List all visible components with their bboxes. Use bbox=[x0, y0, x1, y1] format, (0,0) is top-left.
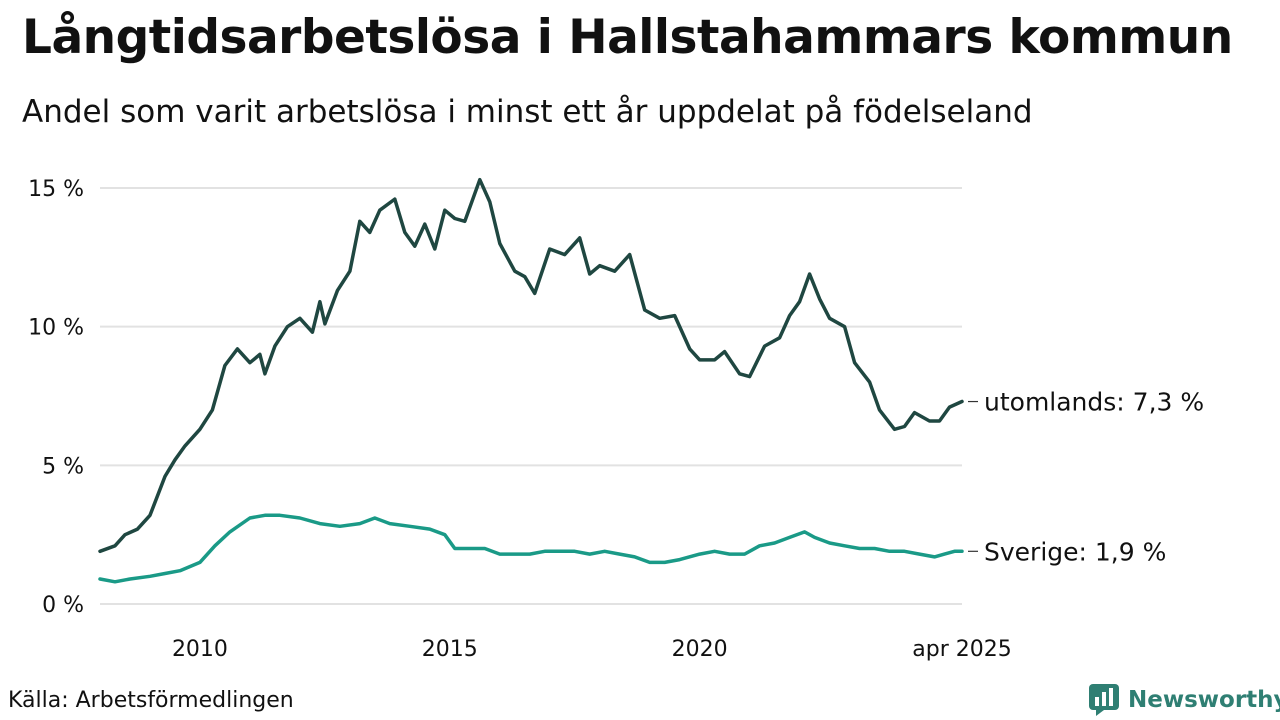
x-tick-label: 2010 bbox=[172, 637, 228, 662]
series-line-sverige bbox=[98, 513, 964, 584]
y-tick-label: 10 % bbox=[28, 316, 84, 341]
y-tick-label: 5 % bbox=[42, 454, 84, 479]
series-line-utomlands bbox=[98, 177, 964, 554]
x-tick-label: 2020 bbox=[672, 637, 728, 662]
end-label-sverige: Sverige: 1,9 % bbox=[984, 537, 1166, 566]
newsworthy-logo-icon bbox=[1089, 684, 1119, 716]
end-label-utomlands: utomlands: 7,3 % bbox=[984, 388, 1204, 417]
x-tick-label: 2015 bbox=[422, 637, 478, 662]
x-tick-label: apr 2025 bbox=[912, 637, 1011, 662]
chart-title: Långtidsarbetslösa i Hallstahammars komm… bbox=[22, 10, 1233, 65]
source-note: Källa: Arbetsförmedlingen bbox=[8, 688, 294, 713]
chart-subtitle: Andel som varit arbetslösa i minst ett å… bbox=[22, 94, 1033, 130]
brand-name: Newsworthy bbox=[1128, 687, 1280, 713]
y-tick-label: 0 % bbox=[42, 593, 84, 618]
y-tick-label: 15 % bbox=[28, 177, 84, 202]
brand: Newsworthy bbox=[1088, 683, 1280, 717]
